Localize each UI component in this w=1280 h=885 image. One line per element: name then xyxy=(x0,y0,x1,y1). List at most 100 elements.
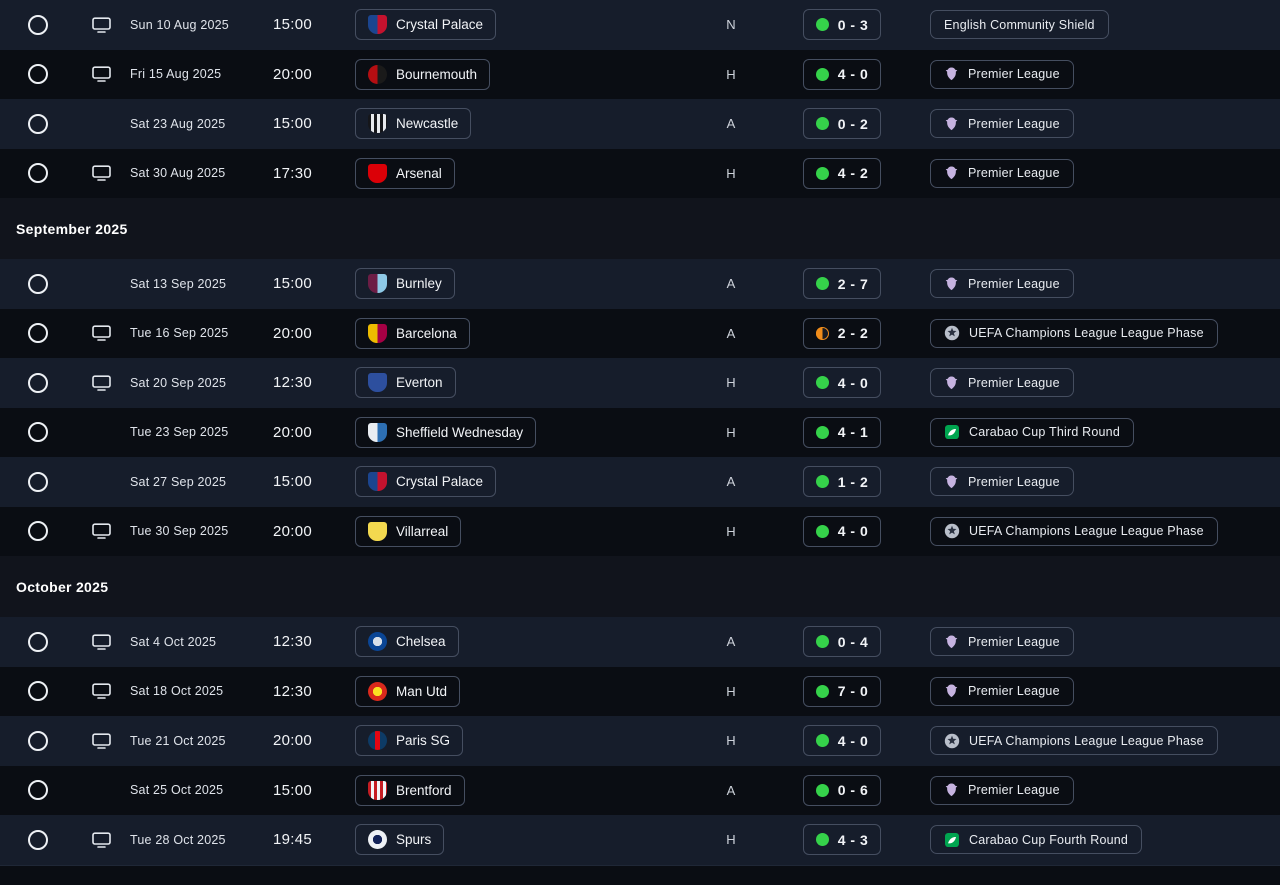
fixture-radio-button[interactable] xyxy=(28,471,48,492)
fixture-radio-button[interactable] xyxy=(28,780,48,801)
opponent-pill[interactable]: Spurs xyxy=(355,824,445,856)
fixture-radio-button[interactable] xyxy=(28,730,48,751)
venue-indicator: H xyxy=(726,733,736,749)
fixture-row[interactable]: Sun 10 Aug 2025 15:00 Crystal Palace N 0… xyxy=(0,0,1280,50)
result-pill[interactable]: 4 - 0 xyxy=(803,58,881,90)
competition-pill[interactable]: UEFA Champions League League Phase xyxy=(930,726,1218,756)
score-text: 4 - 3 xyxy=(837,831,869,848)
fixture-radio-button[interactable] xyxy=(28,64,48,85)
fixture-row[interactable]: Sat 25 Oct 2025 15:00 Brentford A 0 - 6 xyxy=(0,765,1280,815)
fixture-row[interactable]: Sat 30 Aug 2025 17:30 Arsenal H 4 - 2 xyxy=(0,148,1280,198)
fixture-radio-button[interactable] xyxy=(28,372,48,393)
venue-indicator: H xyxy=(726,424,736,440)
fixture-radio-button[interactable] xyxy=(28,323,48,344)
fixture-radio-button[interactable] xyxy=(28,829,48,850)
opponent-pill[interactable]: Newcastle xyxy=(355,108,472,140)
result-indicator-dot xyxy=(815,18,829,32)
competition-pill[interactable]: Premier League xyxy=(930,775,1074,805)
fixture-row[interactable]: Sat 13 Sep 2025 15:00 Burnley A 2 - 7 xyxy=(0,259,1280,309)
competition-pill[interactable]: Premier League xyxy=(930,158,1074,188)
fixture-row[interactable]: Tue 16 Sep 2025 20:00 Barcelona A 2 - 2 xyxy=(0,308,1280,358)
result-pill[interactable]: 7 - 0 xyxy=(803,675,881,707)
fixture-row[interactable]: Tue 28 Oct 2025 19:45 Spurs H 4 - 3 xyxy=(0,815,1280,865)
result-pill[interactable]: 0 - 6 xyxy=(803,774,881,806)
opponent-pill[interactable]: Barcelona xyxy=(355,317,470,349)
fixture-radio-button[interactable] xyxy=(28,273,48,294)
competition-pill[interactable]: Premier League xyxy=(930,109,1074,139)
opponent-pill[interactable]: Villarreal xyxy=(355,515,462,547)
fixture-row[interactable]: Sat 18 Oct 2025 12:30 Man Utd H 7 - 0 xyxy=(0,666,1280,716)
crystal-palace-badge-icon xyxy=(368,472,387,492)
fixture-radio-button[interactable] xyxy=(28,681,48,702)
fixture-time: 17:30 xyxy=(273,164,313,182)
competition-pill[interactable]: Premier League xyxy=(930,368,1074,398)
result-indicator-dot xyxy=(815,635,829,649)
fixture-radio-button[interactable] xyxy=(28,422,48,443)
burnley-badge-icon xyxy=(368,274,387,294)
opponent-pill[interactable]: Bournemouth xyxy=(355,58,491,90)
competition-pill[interactable]: UEFA Champions League League Phase xyxy=(930,318,1218,348)
fixture-row[interactable]: Fri 15 Aug 2025 20:00 Bournemouth H 4 - … xyxy=(0,49,1280,99)
result-pill[interactable]: 4 - 2 xyxy=(803,157,881,189)
venue-indicator: A xyxy=(726,116,736,132)
opponent-pill[interactable]: Chelsea xyxy=(355,626,459,658)
competition-pill[interactable]: Premier League xyxy=(930,59,1074,89)
result-pill[interactable]: 4 - 3 xyxy=(803,824,881,856)
opponent-pill[interactable]: Crystal Palace xyxy=(355,9,497,41)
opponent-pill[interactable]: Paris SG xyxy=(355,725,464,757)
competition-pill[interactable]: Carabao Cup Fourth Round xyxy=(930,825,1143,855)
opponent-pill[interactable]: Crystal Palace xyxy=(355,466,497,498)
opponent-pill[interactable]: Everton xyxy=(355,367,456,399)
result-indicator-dot xyxy=(815,833,829,847)
fixture-row[interactable]: Tue 23 Sep 2025 20:00 Sheffield Wednesda… xyxy=(0,407,1280,457)
fixtures-list: Sun 10 Aug 2025 15:00 Crystal Palace N 0… xyxy=(0,0,1280,865)
fixture-row[interactable]: Tue 30 Sep 2025 20:00 Villarreal H 4 - 0 xyxy=(0,506,1280,556)
result-pill[interactable]: 4 - 1 xyxy=(803,416,881,448)
fixture-radio-button[interactable] xyxy=(28,14,48,35)
fixture-radio-button[interactable] xyxy=(28,163,48,184)
fixture-row[interactable]: Sat 20 Sep 2025 12:30 Everton H 4 - 0 xyxy=(0,358,1280,408)
opponent-pill[interactable]: Burnley xyxy=(355,268,455,300)
opponent-pill[interactable]: Brentford xyxy=(355,774,465,806)
fixture-radio-button[interactable] xyxy=(28,113,48,134)
result-pill[interactable]: 2 - 2 xyxy=(803,317,881,349)
result-pill[interactable]: 1 - 2 xyxy=(803,466,881,498)
competition-pill[interactable]: UEFA Champions League League Phase xyxy=(930,516,1218,546)
result-pill[interactable]: 4 - 0 xyxy=(803,367,881,399)
result-pill[interactable]: 4 - 0 xyxy=(803,725,881,757)
result-pill[interactable]: 0 - 2 xyxy=(803,108,881,140)
competition-name: Premier League xyxy=(968,684,1060,699)
score-text: 4 - 1 xyxy=(837,424,869,441)
score-text: 0 - 2 xyxy=(837,115,869,132)
result-indicator-dot xyxy=(815,524,829,538)
result-pill[interactable]: 2 - 7 xyxy=(803,268,881,300)
fixture-row[interactable]: Sat 4 Oct 2025 12:30 Chelsea A 0 - 4 xyxy=(0,617,1280,667)
result-indicator-dot xyxy=(815,67,829,81)
opponent-pill[interactable]: Man Utd xyxy=(355,675,461,707)
opponent-pill[interactable]: Sheffield Wednesday xyxy=(355,416,537,448)
competition-pill[interactable]: Premier League xyxy=(930,676,1074,706)
venue-indicator: H xyxy=(726,66,736,82)
score-text: 4 - 0 xyxy=(837,732,869,749)
fixture-radio-button[interactable] xyxy=(28,631,48,652)
fixture-date: Tue 21 Oct 2025 xyxy=(130,733,226,748)
competition-pill[interactable]: Premier League xyxy=(930,467,1074,497)
fixture-date: Tue 28 Oct 2025 xyxy=(130,832,226,847)
opponent-name: Brentford xyxy=(396,782,452,798)
carabao-cup-icon xyxy=(944,832,960,848)
fixture-row[interactable]: Sat 23 Aug 2025 15:00 Newcastle A 0 - 2 xyxy=(0,99,1280,149)
newcastle-badge-icon xyxy=(368,114,387,134)
result-indicator-dot xyxy=(815,734,829,748)
opponent-pill[interactable]: Arsenal xyxy=(355,157,455,189)
fixture-row[interactable]: Tue 21 Oct 2025 20:00 Paris SG H 4 - 0 xyxy=(0,716,1280,766)
fixture-radio-button[interactable] xyxy=(28,521,48,542)
fixture-row[interactable]: Sat 27 Sep 2025 15:00 Crystal Palace A 1… xyxy=(0,457,1280,507)
competition-pill[interactable]: Premier League xyxy=(930,269,1074,299)
fixture-date: Sat 25 Oct 2025 xyxy=(130,783,224,798)
competition-pill[interactable]: English Community Shield xyxy=(930,10,1109,40)
competition-pill[interactable]: Premier League xyxy=(930,627,1074,657)
competition-pill[interactable]: Carabao Cup Third Round xyxy=(930,417,1134,447)
result-pill[interactable]: 0 - 4 xyxy=(803,626,881,658)
result-pill[interactable]: 4 - 0 xyxy=(803,515,881,547)
result-pill[interactable]: 0 - 3 xyxy=(803,9,881,41)
